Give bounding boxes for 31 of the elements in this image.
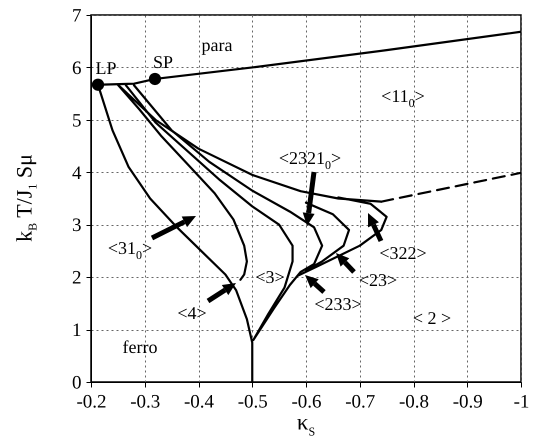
annotation: <23> xyxy=(358,270,398,290)
annotation: <2321$_{0}$> xyxy=(278,148,342,172)
y-tick-label: 2 xyxy=(72,268,82,289)
y-tick-label: 4 xyxy=(72,162,82,184)
annotation: <4> xyxy=(177,303,207,323)
annotation: <31$_{0}$> xyxy=(108,238,152,262)
y-tick-label: 1 xyxy=(72,320,82,342)
annotation: <322> xyxy=(379,243,427,263)
annotation: SP xyxy=(152,52,173,72)
x-tick-label: -0.6 xyxy=(291,392,322,412)
y-tick-label: 7 xyxy=(72,6,82,26)
y-tick-label: 5 xyxy=(72,110,82,132)
annotation: <233> xyxy=(314,294,362,314)
x-tick-label: -0.3 xyxy=(130,392,160,412)
annotation: < 2 > xyxy=(412,308,452,328)
x-tick-label: -0.7 xyxy=(345,392,376,412)
x-tick-label: -0.2 xyxy=(76,392,107,412)
annotation: ferro xyxy=(122,337,158,357)
x-tick-label: -0.4 xyxy=(184,392,215,412)
x-tick-label: -0.9 xyxy=(452,392,483,412)
y-tick-label: 6 xyxy=(72,58,82,79)
x-axis-title: κ$_{S}$ xyxy=(296,410,316,438)
annotation: LP xyxy=(95,58,116,78)
annotation: <11$_{0}$> xyxy=(381,86,425,110)
x-tick-label: -0.8 xyxy=(398,392,430,412)
annotation: para xyxy=(202,35,232,55)
y-tick-label: 0 xyxy=(72,372,82,394)
annotation: <3> xyxy=(255,267,285,287)
y-tick-label: 3 xyxy=(72,215,82,236)
x-tick-label: -0.5 xyxy=(238,392,268,412)
x-tick-label: -1 xyxy=(514,392,530,412)
